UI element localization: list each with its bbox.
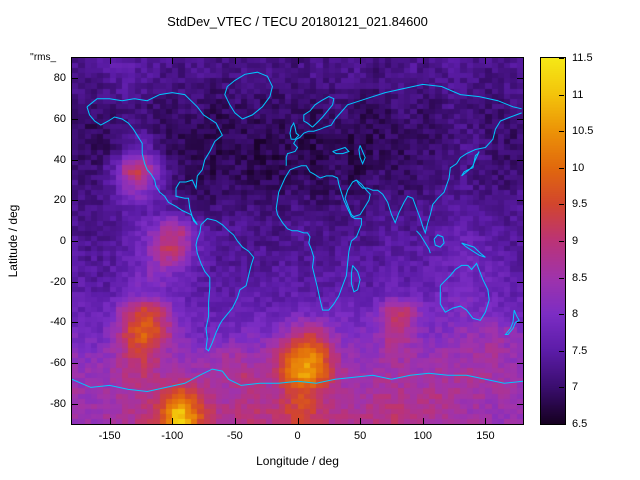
plot-area [71,57,524,425]
heatmap-canvas [72,58,523,424]
colorbar-tick-mark [559,350,564,352]
colorbar-tick-label: 7 [572,381,579,394]
y-tick-mark [72,241,78,242]
y-tick-mark [72,78,78,80]
y-tick-label: -80 [50,397,66,410]
colorbar-tick-mark [559,204,564,206]
y-tick-label: -20 [50,275,66,288]
colorbar-tick-mark [559,58,564,59]
x-tick-mark [297,58,299,64]
y-tick-mark [517,322,523,324]
x-tick-mark [360,418,362,424]
colorbar-tick-label: 11.5 [572,52,593,64]
stray-rms-label: ''rms_ [30,52,57,63]
x-tick-mark [485,418,487,424]
colorbar-tick-label: 8 [572,308,579,321]
x-tick-mark [172,418,174,424]
y-tick-mark [72,119,78,120]
y-tick-label: 80 [53,72,66,85]
colorbar-tick-mark [559,94,564,96]
y-tick-label: -40 [50,316,66,329]
y-tick-mark [72,159,78,161]
y-tick-mark [72,322,78,324]
y-tick-label: -60 [50,357,66,369]
x-tick-mark [172,58,174,64]
x-axis-label: Longitude / deg [256,454,339,468]
y-axis-label: Latitude / deg [6,204,20,278]
x-tick-mark [109,418,111,424]
x-tick-label: -100 [161,430,184,442]
chart-title: StdDev_VTEC / TECU 20180121_021.84600 [167,14,428,29]
y-tick-mark [517,119,523,120]
colorbar-tick-mark [559,387,564,389]
x-tick-mark [422,58,424,64]
x-tick-label: 150 [476,430,495,442]
colorbar-tick-label: 7.5 [572,344,588,357]
x-tick-label: 0 [294,430,301,442]
y-tick-mark [517,78,523,80]
x-tick-label: 50 [354,430,367,442]
colorbar-tick-label: 9.5 [572,198,588,211]
x-tick-mark [360,58,362,64]
colorbar-tick-label: 8.5 [572,271,588,284]
y-tick-mark [517,241,523,242]
colorbar-tick-label: 10 [572,161,585,174]
y-tick-label: 40 [53,153,66,166]
colorbar-tick-mark [559,241,564,242]
y-tick-mark [72,281,78,283]
x-tick-mark [485,58,487,64]
colorbar-tick-label: 11 [572,88,584,101]
x-tick-label: -50 [226,430,243,442]
y-tick-mark [517,159,523,161]
y-tick-mark [517,403,523,405]
y-tick-mark [517,363,523,364]
colorbar-tick-mark [559,167,564,169]
y-tick-label: 0 [59,235,66,247]
x-tick-mark [297,418,299,424]
y-tick-mark [72,200,78,202]
y-tick-label: 20 [53,194,66,207]
colorbar-tick-label: 9 [572,235,579,247]
x-tick-mark [234,418,236,424]
y-tick-mark [72,363,78,364]
y-tick-mark [517,281,523,283]
colorbar-tick-mark [559,314,564,316]
colorbar-tick-mark [559,424,564,425]
colorbar-tick-mark [559,277,564,279]
colorbar-tick-label: 6.5 [572,418,588,430]
x-tick-mark [234,58,236,64]
colorbar-tick-label: 10.5 [572,125,594,138]
y-tick-label: 60 [53,113,66,125]
x-tick-label: -150 [98,430,121,442]
x-tick-mark [422,418,424,424]
y-tick-mark [72,403,78,405]
x-tick-label: 100 [413,430,432,442]
y-tick-mark [517,200,523,202]
x-tick-mark [109,58,111,64]
colorbar-tick-mark [559,131,564,133]
